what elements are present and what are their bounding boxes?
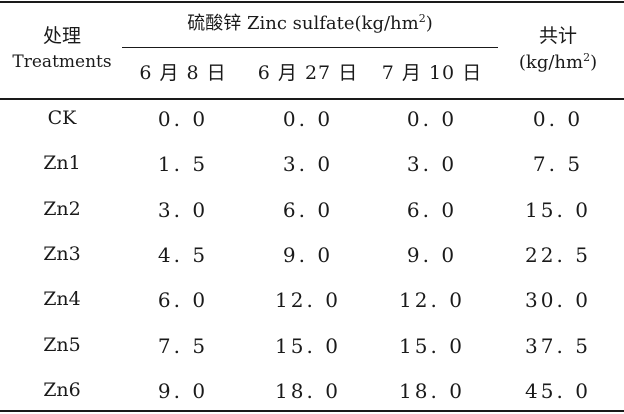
table-top-rule <box>0 1 624 3</box>
date3-cell: 12. 0 <box>399 288 465 312</box>
date3-cell: 15. 0 <box>399 334 465 358</box>
date1-cell: 9. 0 <box>157 379 209 403</box>
total-header-cn: 共计 <box>538 25 578 47</box>
date1-cell: 4. 5 <box>157 243 209 267</box>
treatment-header-cn: 处理 <box>42 25 82 47</box>
date2-cell: 18. 0 <box>275 379 341 403</box>
zinc-sulfate-label-close: ) <box>425 13 433 34</box>
date-header-1: 6 月 8 日 <box>139 62 227 84</box>
treatment-cell: Zn3 <box>43 243 81 265</box>
total-cell: 30. 0 <box>525 288 591 312</box>
date1-cell: 7. 5 <box>157 334 209 358</box>
date-header-2: 6 月 27 日 <box>257 62 359 84</box>
date2-cell: 3. 0 <box>282 152 334 176</box>
total-unit-close: ) <box>590 52 598 73</box>
total-cell: 37. 5 <box>525 334 591 358</box>
treatment-header-en: Treatments <box>12 52 112 72</box>
date2-cell: 15. 0 <box>275 334 341 358</box>
treatment-cell: Zn6 <box>43 379 81 401</box>
date2-cell: 6. 0 <box>282 198 334 222</box>
zinc-sulfate-group-header: 硫酸锌 Zinc sulfate(kg/hm2) <box>187 12 433 34</box>
group-span-rule <box>122 47 498 48</box>
total-cell: 15. 0 <box>525 198 591 222</box>
total-unit-exponent: 2 <box>583 51 591 64</box>
date1-cell: 6. 0 <box>157 288 209 312</box>
date1-cell: 1. 5 <box>157 152 209 176</box>
zinc-sulfate-label: 硫酸锌 Zinc sulfate(kg/hm <box>187 13 419 34</box>
date3-cell: 3. 0 <box>406 152 458 176</box>
treatment-cell: Zn4 <box>43 288 81 310</box>
total-cell: 0. 0 <box>532 107 584 131</box>
total-cell: 7. 5 <box>532 152 584 176</box>
date1-cell: 3. 0 <box>157 198 209 222</box>
date-header-3: 7 月 10 日 <box>381 62 483 84</box>
treatment-cell: Zn1 <box>43 152 81 174</box>
date3-cell: 0. 0 <box>406 107 458 131</box>
date1-cell: 0. 0 <box>157 107 209 131</box>
total-cell: 45. 0 <box>525 379 591 403</box>
total-cell: 22. 5 <box>525 243 591 267</box>
date3-cell: 6. 0 <box>406 198 458 222</box>
treatment-cell: Zn2 <box>43 198 81 220</box>
date2-cell: 9. 0 <box>282 243 334 267</box>
zinc-sulfate-unit-exponent: 2 <box>418 12 426 25</box>
header-bottom-rule <box>0 98 624 100</box>
date2-cell: 12. 0 <box>275 288 341 312</box>
date2-cell: 0. 0 <box>282 107 334 131</box>
date3-cell: 18. 0 <box>399 379 465 403</box>
total-unit-label: (kg/hm <box>518 52 584 73</box>
treatment-cell: CK <box>47 107 77 129</box>
total-header-unit: (kg/hm2) <box>518 51 598 73</box>
date3-cell: 9. 0 <box>406 243 458 267</box>
treatment-cell: Zn5 <box>43 334 81 356</box>
table-bottom-rule <box>0 410 624 412</box>
